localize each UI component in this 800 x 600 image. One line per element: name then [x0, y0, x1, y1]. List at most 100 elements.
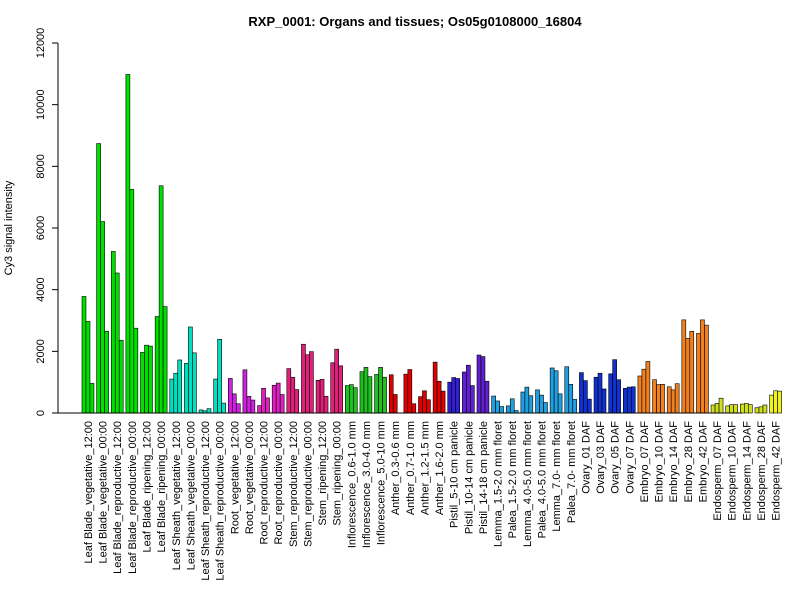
x-tick-label: Pistil_10-14 cm panicle	[463, 421, 475, 534]
bar	[601, 388, 607, 414]
bar	[125, 74, 131, 414]
bar	[455, 378, 460, 414]
x-tick-label: Palea_7.0- mm floret	[566, 421, 578, 523]
bar	[718, 397, 724, 414]
bar	[279, 394, 285, 414]
bar	[349, 384, 354, 414]
bar	[418, 396, 423, 414]
bar	[217, 339, 222, 414]
x-tick-label: Leaf Blade_reproductive_12:00	[112, 421, 124, 574]
bar	[714, 403, 720, 414]
bar	[645, 361, 651, 414]
bar	[466, 364, 471, 414]
x-tick-label: Embryo_42 DAF	[697, 421, 709, 503]
bar	[637, 375, 643, 414]
bar	[144, 344, 149, 414]
bar	[660, 384, 665, 414]
bar	[426, 399, 431, 414]
bar	[462, 371, 467, 414]
x-tick-label: Anther_0.7-1.0 mm	[405, 421, 417, 515]
y-tick-label: 10000	[35, 89, 47, 120]
x-tick-label: Inflorescence_3.0-4.0 mm	[361, 421, 373, 548]
bar	[81, 296, 87, 414]
bar	[319, 379, 325, 414]
bar	[330, 362, 335, 414]
bar	[725, 405, 730, 414]
x-tick-label: Embryo_14 DAF	[668, 421, 680, 503]
bar	[593, 376, 599, 414]
x-tick-label: Leaf Sheath_vegetative_00:00	[185, 421, 197, 570]
bar	[334, 348, 339, 414]
x-tick-label: Stem_reproductive_12:00	[288, 421, 300, 547]
y-tick-label: 6000	[35, 216, 47, 240]
bar	[748, 404, 753, 414]
bar	[169, 378, 175, 414]
bar	[110, 251, 116, 414]
bar	[221, 402, 226, 414]
bar	[422, 390, 427, 414]
x-axis: Leaf Blade_vegetative_12:00 Leaf Blade_ve…	[58, 412, 783, 581]
bar	[345, 385, 350, 414]
bar	[140, 351, 145, 414]
bar	[491, 395, 496, 414]
bar	[505, 405, 511, 414]
bar	[572, 399, 578, 414]
bar	[447, 381, 453, 414]
bar	[305, 354, 310, 414]
bar	[524, 386, 530, 414]
bar	[612, 359, 617, 414]
x-tick-label: Anther_1.2-1.5 mm	[419, 421, 431, 515]
y-tick-label: 12000	[35, 28, 47, 59]
bar	[275, 382, 281, 414]
bar	[162, 306, 168, 414]
bar	[301, 343, 306, 414]
bar	[206, 408, 212, 414]
y-axis-label: Cy3 signal intensity	[3, 180, 15, 275]
bar	[290, 376, 296, 414]
x-tick-label: Embryo_10 DAF	[654, 421, 666, 503]
x-tick-label: Leaf Blade_vegetative_00:00	[98, 421, 110, 564]
x-tick-label: Leaf Blade_vegetative_12:00	[83, 421, 95, 564]
x-tick-label: Anther_0.3-0.6 mm	[390, 421, 402, 515]
bar	[773, 390, 778, 414]
bar	[100, 221, 105, 414]
bar	[769, 394, 774, 414]
x-tick-label: Palea_4.0-5.0 mm floret	[537, 421, 549, 538]
bar	[608, 373, 613, 414]
bar	[681, 319, 687, 414]
x-tick-label: Ovary_05 DAF	[610, 421, 622, 494]
bar	[754, 407, 760, 414]
bar	[228, 378, 233, 414]
bar	[294, 389, 300, 414]
bar	[85, 321, 91, 414]
x-tick-label: Endosperm_28 DAF	[756, 421, 768, 521]
bar	[528, 395, 534, 414]
bar	[656, 384, 661, 414]
bar	[630, 386, 636, 414]
x-tick-label: Stem_ripening_00:00	[332, 421, 344, 526]
bar	[549, 367, 555, 414]
bar	[250, 399, 256, 414]
bar	[762, 404, 768, 414]
x-tick-label: Stem_reproductive_00:00	[302, 421, 314, 547]
bar	[403, 373, 409, 414]
bar	[96, 143, 101, 414]
bar	[539, 394, 544, 414]
y-tick-label: 4000	[35, 277, 47, 301]
x-tick-label: Root_reproductive_00:00	[273, 421, 285, 545]
bar	[246, 396, 252, 414]
bar	[323, 396, 329, 414]
x-tick-label: Lemma_7.0- mm floret	[551, 421, 563, 532]
chart-title: RXP_0001: Organs and tissues; Os05g01080…	[248, 14, 582, 29]
bar	[710, 404, 716, 414]
x-tick-label: Endosperm_07 DAF	[712, 421, 724, 521]
x-tick-label: Endosperm_10 DAF	[727, 421, 739, 521]
bar	[666, 386, 672, 414]
bar	[315, 380, 321, 414]
bar	[495, 400, 500, 414]
x-tick-label: Palea_1.5-2.0 mm floret	[507, 421, 519, 538]
bar	[213, 378, 218, 414]
x-tick-label: Inflorescence_0.6-1.0 mm	[346, 421, 358, 548]
bar	[261, 388, 266, 414]
x-tick-label: Endosperm_14 DAF	[741, 421, 753, 521]
